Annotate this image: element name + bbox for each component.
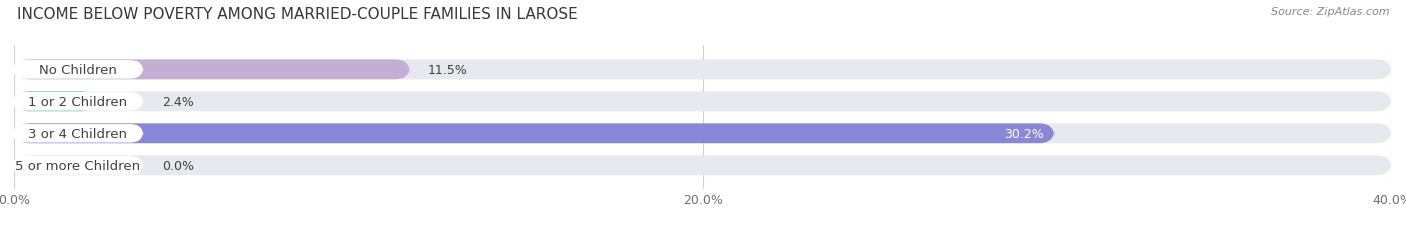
FancyBboxPatch shape — [13, 156, 143, 175]
FancyBboxPatch shape — [13, 61, 143, 79]
FancyBboxPatch shape — [13, 125, 143, 143]
Text: 3 or 4 Children: 3 or 4 Children — [28, 127, 128, 140]
Text: 2.4%: 2.4% — [162, 95, 194, 108]
FancyBboxPatch shape — [14, 124, 1392, 144]
FancyBboxPatch shape — [14, 92, 1392, 112]
Text: 11.5%: 11.5% — [427, 64, 467, 76]
Text: 0.0%: 0.0% — [162, 159, 194, 172]
Text: Source: ZipAtlas.com: Source: ZipAtlas.com — [1271, 7, 1389, 17]
FancyBboxPatch shape — [14, 124, 1054, 144]
FancyBboxPatch shape — [14, 92, 97, 112]
Text: 30.2%: 30.2% — [1004, 127, 1045, 140]
FancyBboxPatch shape — [14, 60, 1392, 80]
FancyBboxPatch shape — [14, 60, 411, 80]
Text: 1 or 2 Children: 1 or 2 Children — [28, 95, 128, 108]
Text: INCOME BELOW POVERTY AMONG MARRIED-COUPLE FAMILIES IN LAROSE: INCOME BELOW POVERTY AMONG MARRIED-COUPL… — [17, 7, 578, 22]
Text: No Children: No Children — [39, 64, 117, 76]
FancyBboxPatch shape — [13, 93, 143, 111]
FancyBboxPatch shape — [14, 156, 1392, 175]
Text: 5 or more Children: 5 or more Children — [15, 159, 141, 172]
